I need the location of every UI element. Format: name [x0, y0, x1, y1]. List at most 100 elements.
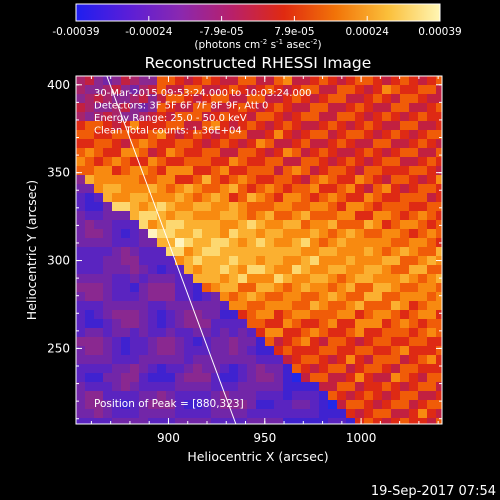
heatmap-cell — [193, 310, 203, 320]
heatmap-cell — [211, 391, 221, 401]
heatmap-cell — [418, 157, 428, 167]
heatmap-cell — [409, 265, 419, 275]
heatmap-cell — [103, 148, 113, 158]
colorbar-tick-label: -0.00039 — [52, 26, 99, 38]
heatmap-cell — [283, 355, 293, 365]
heatmap-cell — [373, 85, 383, 95]
heatmap-cell — [373, 238, 383, 248]
heatmap-cell — [328, 256, 338, 266]
heatmap-cell — [436, 364, 442, 374]
heatmap-cell — [319, 148, 329, 158]
heatmap-cell — [193, 238, 203, 248]
heatmap-cell — [157, 193, 167, 203]
heatmap-cell — [355, 337, 365, 347]
heatmap-cell — [346, 193, 356, 203]
heatmap-cell — [157, 364, 167, 374]
heatmap-cell — [373, 166, 383, 176]
heatmap-cell — [292, 76, 302, 86]
heatmap-cell — [157, 418, 167, 424]
heatmap-cell — [193, 283, 203, 293]
heatmap-cell — [328, 175, 338, 185]
heatmap-cell — [175, 94, 185, 104]
heatmap-cell — [256, 346, 266, 356]
heatmap-cell — [265, 274, 275, 284]
heatmap-cell — [346, 211, 356, 221]
heatmap-cell — [256, 148, 266, 158]
heatmap-cell — [175, 283, 185, 293]
heatmap-cell — [157, 409, 167, 419]
heatmap-cell — [265, 94, 275, 104]
heatmap-cell — [211, 184, 221, 194]
heatmap-cell — [166, 292, 176, 302]
heatmap-cell — [328, 121, 338, 131]
heatmap-cell — [355, 382, 365, 392]
heatmap-cell — [193, 373, 203, 383]
heatmap-cell — [301, 157, 311, 167]
heatmap-cell — [400, 148, 410, 158]
heatmap-cell — [427, 76, 437, 86]
heatmap-cell — [238, 256, 248, 266]
heatmap-cell — [202, 409, 212, 419]
heatmap-cell — [76, 292, 86, 302]
heatmap-cell — [319, 166, 329, 176]
heatmap-cell — [121, 373, 131, 383]
heatmap-cell — [76, 85, 86, 95]
heatmap-cell — [265, 364, 275, 374]
heatmap-cell — [373, 184, 383, 194]
heatmap-cell — [355, 256, 365, 266]
heatmap-cell — [364, 409, 374, 419]
heatmap-cell — [238, 103, 248, 113]
heatmap-cell — [409, 229, 419, 239]
heatmap-cell — [328, 112, 338, 122]
heatmap-cell — [382, 382, 392, 392]
heatmap-cell — [148, 391, 158, 401]
heatmap-cell — [400, 220, 410, 230]
heatmap-cell — [157, 373, 167, 383]
heatmap-cell — [400, 76, 410, 86]
heatmap-cell — [247, 103, 257, 113]
heatmap-cell — [85, 112, 95, 122]
heatmap-cell — [193, 220, 203, 230]
heatmap-cell — [148, 112, 158, 122]
heatmap-cell — [76, 373, 86, 383]
heatmap-cell — [274, 382, 284, 392]
heatmap-cell — [319, 310, 329, 320]
heatmap-cell — [310, 409, 320, 419]
heatmap-cell — [292, 220, 302, 230]
heatmap-cell — [103, 319, 113, 329]
heatmap-cell — [310, 355, 320, 365]
heatmap-cell — [265, 184, 275, 194]
heatmap-cell — [103, 409, 113, 419]
heatmap-cell — [139, 175, 149, 185]
heatmap-cell — [292, 418, 302, 424]
heatmap-cell — [247, 193, 257, 203]
heatmap-cell — [274, 85, 284, 95]
heatmap-cell — [409, 121, 419, 131]
colorbar-tick-label: 7.9e-05 — [274, 26, 314, 38]
y-axis-label: Heliocentric Y (arcsec) — [24, 180, 39, 320]
heatmap-cell — [292, 193, 302, 203]
heatmap-cell — [112, 283, 122, 293]
heatmap-cell — [94, 400, 104, 410]
heatmap-cell — [418, 409, 428, 419]
heatmap-cell — [184, 94, 194, 104]
heatmap-cell — [157, 355, 167, 365]
heatmap-cell — [166, 400, 176, 410]
heatmap-cell — [427, 94, 437, 104]
heatmap-cell — [328, 274, 338, 284]
heatmap-cell — [247, 310, 257, 320]
heatmap-cell — [337, 400, 347, 410]
heatmap-cell — [301, 85, 311, 95]
heatmap-cell — [328, 94, 338, 104]
heatmap-cell — [130, 85, 140, 95]
heatmap-cell — [319, 418, 329, 424]
heatmap-cell — [94, 130, 104, 140]
heatmap-cell — [238, 148, 248, 158]
heatmap-cell — [391, 175, 401, 185]
heatmap-cell — [103, 211, 113, 221]
heatmap-cell — [238, 400, 248, 410]
heatmap-cell — [382, 400, 392, 410]
heatmap-cell — [94, 193, 104, 203]
heatmap-cell — [427, 301, 437, 311]
heatmap-cell — [166, 247, 176, 257]
